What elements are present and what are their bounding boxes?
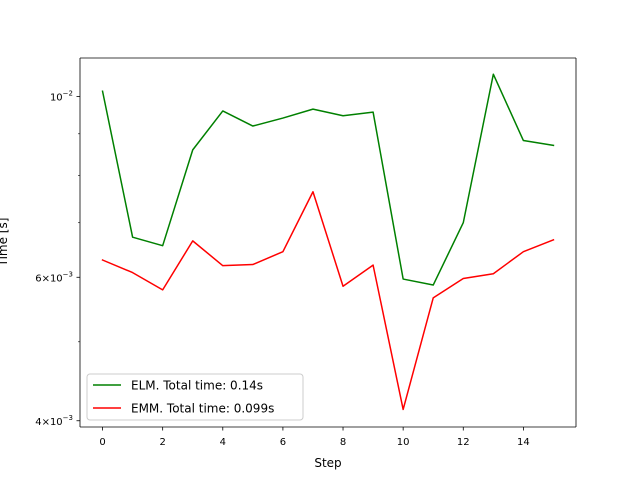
x-tick-label-0: 0 — [99, 437, 105, 448]
legend-box — [86, 373, 304, 421]
legend-label-elm: ELM. Total time: 0.14s — [131, 379, 263, 393]
series-line-1 — [101, 191, 555, 411]
x-tick-label-5: 10 — [397, 437, 410, 448]
legend-label-emm: EMM. Total time: 0.099s — [131, 402, 274, 416]
plot-area — [80, 58, 576, 427]
x-axis-ticks: 0 2 4 6 8 10 12 14 — [99, 427, 530, 448]
series-layer — [101, 73, 555, 411]
y-axis-label: Time [s] — [0, 218, 10, 268]
legend: ELM. Total time: 0.14s EMM. Total time: … — [86, 373, 304, 421]
series-line-0 — [101, 73, 555, 286]
x-tick-label-2: 4 — [220, 437, 226, 448]
y-axis-ticks: 4×10−3 6×10−3 10−2 — [35, 90, 80, 428]
y-tick-label-1: 6×10−3 — [35, 270, 73, 284]
y-tick-label-2: 10−2 — [50, 90, 73, 104]
x-tick-label-6: 12 — [457, 437, 470, 448]
x-tick-label-4: 8 — [340, 437, 346, 448]
x-tick-label-1: 2 — [159, 437, 165, 448]
x-tick-label-3: 6 — [280, 437, 286, 448]
x-tick-label-7: 14 — [517, 437, 530, 448]
x-axis-label: Step — [314, 456, 341, 470]
y-tick-label-0: 4×10−3 — [35, 414, 73, 428]
